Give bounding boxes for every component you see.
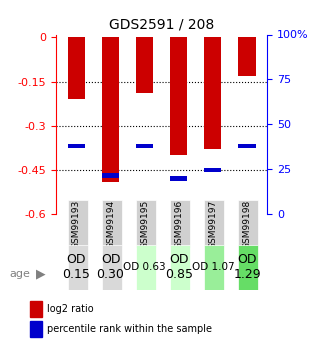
FancyBboxPatch shape (204, 200, 224, 248)
Text: OD
0.30: OD 0.30 (97, 253, 124, 282)
Text: OD 0.63: OD 0.63 (123, 263, 166, 272)
Bar (68, 144, 85, 148)
FancyBboxPatch shape (239, 245, 258, 290)
FancyBboxPatch shape (102, 200, 122, 248)
Text: GSM99194: GSM99194 (106, 200, 115, 249)
Text: OD 1.07: OD 1.07 (192, 263, 234, 272)
FancyBboxPatch shape (102, 245, 122, 290)
Text: OD
0.85: OD 0.85 (165, 253, 193, 282)
Text: GSM99196: GSM99196 (174, 200, 183, 249)
Bar (30, 301, 42, 317)
Text: GSM99197: GSM99197 (208, 200, 217, 249)
FancyBboxPatch shape (136, 245, 156, 290)
Bar (170, 176, 187, 181)
Text: age: age (9, 269, 30, 279)
Bar (102, 38, 119, 181)
FancyBboxPatch shape (204, 245, 224, 290)
FancyBboxPatch shape (68, 200, 88, 248)
Bar (170, 38, 187, 155)
FancyBboxPatch shape (136, 200, 156, 248)
Bar (30, 322, 42, 337)
Bar (136, 144, 153, 148)
FancyBboxPatch shape (68, 245, 88, 290)
Bar (68, 38, 85, 99)
Bar (204, 38, 221, 149)
Bar (102, 174, 119, 178)
Bar (239, 38, 256, 76)
Text: GSM99193: GSM99193 (72, 200, 81, 249)
Bar (204, 168, 221, 172)
FancyBboxPatch shape (170, 200, 190, 248)
FancyBboxPatch shape (170, 245, 190, 290)
Text: GSM99195: GSM99195 (140, 200, 149, 249)
Bar (136, 38, 153, 93)
Text: ▶: ▶ (36, 268, 45, 281)
Bar (239, 144, 256, 148)
FancyBboxPatch shape (239, 200, 258, 248)
Text: OD
1.29: OD 1.29 (233, 253, 261, 282)
Title: GDS2591 / 208: GDS2591 / 208 (109, 18, 214, 32)
Text: GSM99198: GSM99198 (243, 200, 252, 249)
Text: OD
0.15: OD 0.15 (63, 253, 91, 282)
Text: percentile rank within the sample: percentile rank within the sample (47, 324, 212, 334)
Text: log2 ratio: log2 ratio (47, 304, 94, 314)
